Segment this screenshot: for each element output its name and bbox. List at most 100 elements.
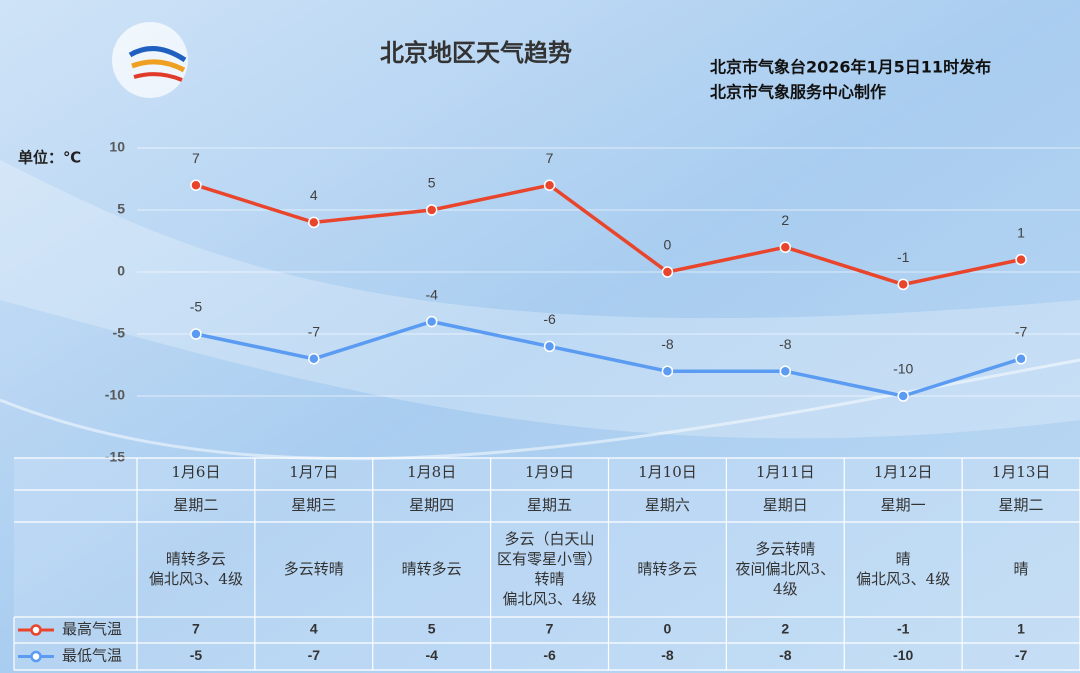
unit-label: 单位：℃	[18, 149, 81, 167]
point	[897, 278, 909, 291]
weekday-label: 星期五	[527, 496, 572, 514]
weather-text: 区有零星小雪）	[497, 550, 602, 568]
date-label: 1月10日	[638, 463, 697, 481]
point	[308, 353, 320, 365]
weather-text: 晴转多云	[637, 560, 697, 578]
legend-label: 最低气温	[62, 647, 122, 665]
table-value: 4	[310, 621, 318, 637]
value-label: -8	[779, 336, 792, 352]
value-label: -6	[543, 311, 556, 327]
table-value: 7	[546, 621, 554, 637]
value-label: -7	[308, 324, 321, 340]
point	[308, 216, 320, 229]
value-label: 5	[428, 175, 436, 191]
weather-text: 夜间偏北风3、	[736, 560, 836, 578]
weekday-label: 星期四	[409, 496, 454, 514]
date-label: 1月11日	[756, 463, 815, 481]
point	[779, 241, 792, 253]
subtitle: 北京市气象服务中心制作	[710, 83, 886, 102]
weather-text: 偏北风3、4级	[503, 590, 597, 608]
weather-text: 偏北风3、4级	[856, 570, 950, 588]
legend-marker	[30, 624, 42, 636]
table-value: 2	[781, 621, 789, 637]
table-bg	[14, 458, 1080, 671]
decor-swoosh	[0, 358, 1080, 461]
value-label: 0	[664, 237, 672, 253]
series-line	[195, 183, 1022, 287]
weather-text: 多云（白天山	[505, 530, 595, 548]
date-label: 1月7日	[289, 463, 338, 481]
value-label: -4	[425, 286, 438, 302]
table-value: -7	[308, 647, 321, 663]
weather-text: 偏北风3、4级	[149, 570, 243, 588]
value-label: 2	[781, 212, 789, 228]
table-value: -10	[893, 647, 913, 663]
y-tick-label: 0	[117, 263, 125, 279]
weather-text: 多云转晴	[284, 560, 344, 578]
series-line	[195, 319, 1022, 398]
decor-swoosh	[0, 160, 1080, 439]
table-value: -8	[661, 647, 674, 663]
table-value: -7	[1015, 647, 1028, 663]
date-label: 1月8日	[407, 463, 456, 481]
value-label: -7	[1015, 324, 1028, 340]
table-value: -5	[190, 647, 203, 663]
weather-text: 晴转多云	[402, 560, 462, 578]
weekday-label: 星期二	[173, 496, 218, 514]
value-label: -8	[661, 336, 674, 352]
point	[661, 365, 674, 377]
value-label: 7	[546, 150, 554, 166]
value-label: -5	[190, 299, 203, 315]
weather-text: 晴转多云	[166, 550, 226, 568]
weather-text: 多云转晴	[755, 540, 815, 558]
legend-marker	[30, 650, 42, 663]
table-value: 0	[664, 621, 672, 637]
chart-title: 北京地区天气趋势	[380, 39, 572, 67]
point	[779, 365, 792, 377]
legend-label: 最高气温	[62, 620, 122, 638]
y-tick-label: 5	[117, 201, 125, 217]
table-value: -1	[897, 621, 910, 637]
value-label: -1	[897, 249, 910, 265]
point	[1015, 253, 1027, 266]
point	[543, 179, 556, 191]
weekday-label: 星期日	[763, 496, 808, 514]
subtitle: 北京市气象台2026年1月5日11时发布	[710, 58, 991, 77]
y-tick-label: 10	[109, 139, 125, 155]
table-value: 7	[192, 621, 200, 637]
y-tick-label: -10	[105, 387, 125, 403]
weather-text: 晴	[1014, 560, 1029, 578]
value-label: 1	[1017, 224, 1025, 240]
point	[425, 204, 438, 216]
value-label: 4	[310, 187, 318, 203]
table-value: -4	[425, 647, 438, 663]
weekday-label: 星期二	[999, 496, 1044, 514]
value-label: 7	[192, 150, 200, 166]
date-label: 1月13日	[992, 463, 1051, 481]
y-tick-label: -15	[105, 449, 125, 465]
logo	[112, 22, 188, 98]
table-value: -6	[543, 647, 556, 663]
point	[543, 340, 556, 353]
table-value: 5	[428, 621, 436, 637]
table-value: 1	[1017, 621, 1025, 637]
weekday-label: 星期一	[881, 496, 926, 514]
point	[1015, 353, 1027, 365]
y-tick-label: -5	[113, 325, 126, 341]
date-label: 1月12日	[874, 463, 933, 481]
weather-text: 转晴	[535, 570, 565, 588]
value-label: -10	[893, 361, 913, 377]
point	[190, 328, 202, 340]
weather-text: 晴	[896, 550, 911, 568]
point	[425, 315, 438, 328]
weather-text: 4级	[773, 580, 798, 598]
weekday-label: 星期三	[291, 496, 336, 514]
point	[661, 266, 674, 278]
date-label: 1月6日	[171, 463, 220, 481]
date-label: 1月9日	[525, 463, 574, 481]
weekday-label: 星期六	[645, 496, 690, 514]
table-value: -8	[779, 647, 792, 663]
point	[897, 390, 909, 402]
